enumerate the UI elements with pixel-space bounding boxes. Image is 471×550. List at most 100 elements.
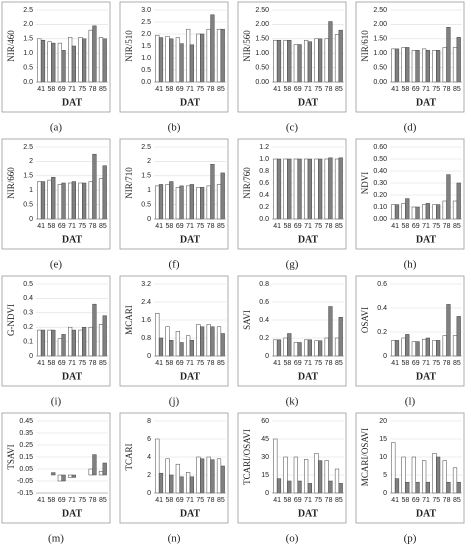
y-tick-label: 6 [147,436,151,443]
x-tick-label: 85 [99,360,107,367]
panel-label: (f) [169,259,180,271]
bar [169,340,174,357]
bar [216,184,222,220]
bar [102,165,107,220]
x-tick-label: 71 [68,360,76,367]
bar [425,50,430,83]
bar [405,198,410,220]
bar [401,456,406,494]
x-tick-label: 85 [99,497,107,504]
bar [68,474,73,478]
x-tick-label: 71 [304,497,312,504]
x-tick-label: 69 [294,497,302,504]
panel-label: (c) [286,122,299,134]
bar [47,329,52,357]
bar [307,158,312,220]
x-tick-label: 78 [325,86,333,93]
bar [422,204,427,220]
bar [40,181,46,220]
panel-label: (b) [168,122,181,134]
y-tick-label: 0.30 [373,180,387,187]
bar [318,340,323,357]
y-tick-label: 0.6 [259,299,269,306]
bar [37,181,42,220]
bar [51,176,56,220]
y-tick-label: 0 [147,353,151,360]
x-tick-label: 41 [155,86,163,93]
bar [411,206,416,220]
y-tick-label: 0 [265,353,269,360]
bar [276,478,282,494]
y-tick-label: 2.5 [23,144,33,151]
y-tick-label: 0.8 [259,281,269,288]
x-tick-label: 71 [304,86,312,93]
bar [179,342,184,357]
panel-frame [237,412,347,524]
y-tick-label: 1.5 [141,173,151,180]
bar [338,317,343,357]
bar [220,28,225,83]
bar [57,338,62,357]
panel-frame [237,1,347,113]
bar [401,337,406,357]
x-tick-label: 85 [335,86,343,93]
panel-frame [237,275,347,387]
x-tick-label: 71 [422,86,430,93]
y-tick-label: 0.4 [23,295,33,302]
x-tick-label: 85 [217,223,225,230]
bar [78,329,83,357]
y-axis-label: OSAVI [360,307,370,333]
x-tick-label: 71 [422,497,430,504]
bar [68,326,73,357]
bar [456,481,461,494]
bar [210,14,215,83]
y-tick-label: 4 [147,454,151,461]
bar [391,442,396,494]
x-tick-label: 69 [58,360,66,367]
bar [40,329,46,357]
bar [334,34,340,83]
bar [71,329,76,357]
y-tick-label: 1 [147,187,151,194]
bar [273,339,278,357]
x-tick-label: 71 [186,223,194,230]
bar [415,206,420,220]
panel-frame [1,138,111,250]
y-tick-label: 0.3 [23,310,33,317]
x-axis-label: DAT [180,234,201,245]
x-tick-label: 69 [294,223,302,230]
x-tick-label: 41 [273,360,281,367]
x-tick-label: 78 [89,360,97,367]
panel-frame [119,1,229,113]
x-tick-label: 78 [89,86,97,93]
bar [155,438,160,494]
y-tick-label: 1.0 [259,156,269,163]
y-tick-label: 2.50 [373,7,387,14]
y-axis-label: NIR/710 [124,167,134,199]
bar [328,306,333,357]
bar [401,203,406,220]
x-tick-label: 75 [196,223,204,230]
x-tick-label: 41 [273,86,281,93]
x-axis-label: DAT [416,97,437,108]
bar [328,480,333,494]
bar [442,460,447,494]
bar [196,187,201,220]
bar [61,474,66,482]
x-tick-label: 69 [176,86,184,93]
bar [98,178,104,220]
bar [169,181,174,220]
bar [446,27,451,83]
bar [432,50,437,83]
y-tick-label: 0.2 [259,335,269,342]
bar [318,460,323,494]
y-axis-label: MCARI [124,305,134,335]
bar [51,42,56,83]
bar [200,187,205,220]
x-tick-label: 58 [48,497,56,504]
bar [394,48,400,83]
y-tick-label: 0 [147,490,151,497]
bar [158,37,164,83]
bar [287,158,292,220]
